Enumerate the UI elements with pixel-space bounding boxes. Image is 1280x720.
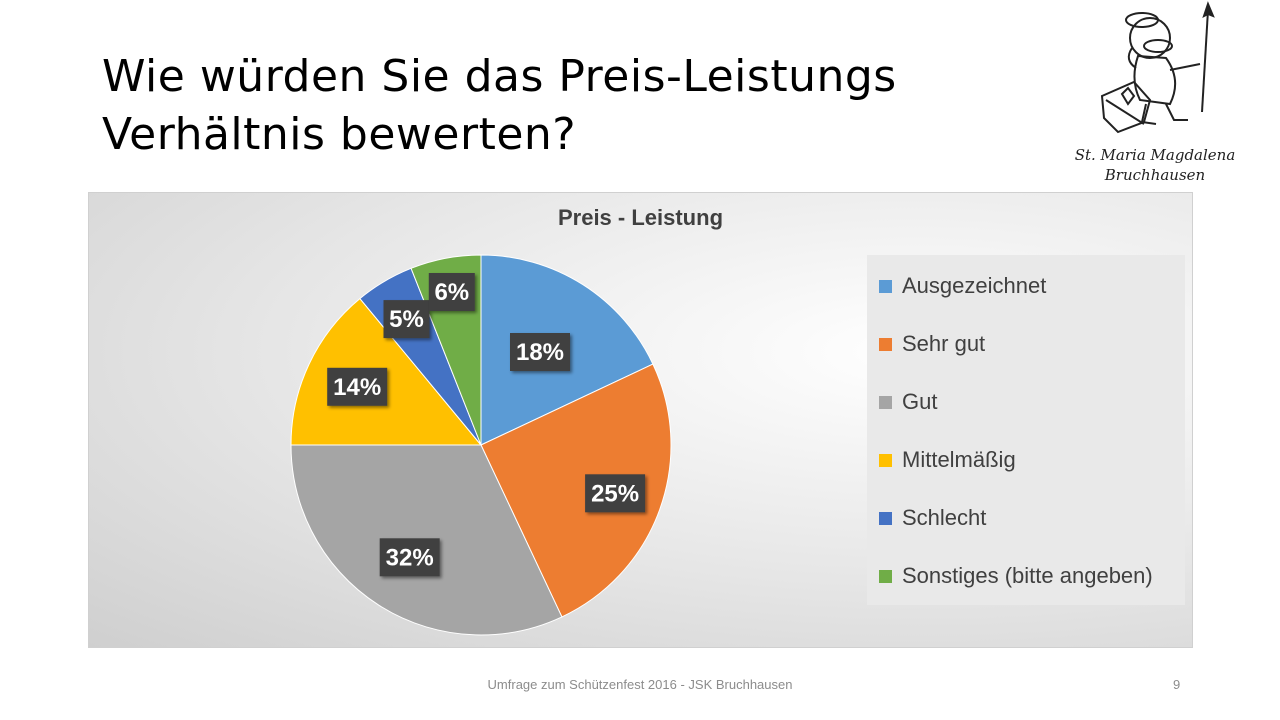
legend-label-1: Sehr gut <box>902 331 986 356</box>
chart-area: Preis - Leistung 18% 25% 32% 14% 5% 6% Ausgez… <box>88 192 1193 648</box>
legend-item-5: Sonstiges (bitte angeben) <box>879 561 1153 591</box>
data-label-text-3: 14% <box>333 374 381 401</box>
club-logo-drawing: St. Maria Magdalena Bruchhausen <box>1075 1 1236 184</box>
pie-chart: 18% 25% 32% 14% 5% 6% <box>290 254 672 636</box>
data-label-text-2: 32% <box>386 544 434 571</box>
data-label-text-1: 25% <box>591 480 639 507</box>
legend-label-5: Sonstiges (bitte angeben) <box>902 563 1153 588</box>
slide-title-line-2: Verhältnis bewerten? <box>102 109 577 160</box>
data-label-box-5 <box>428 273 475 311</box>
page-number: 9 <box>1173 677 1181 692</box>
data-label-5: 6% <box>428 273 475 311</box>
legend-item-1: Sehr gut <box>879 329 985 359</box>
data-label-1: 25% <box>585 474 646 513</box>
data-label-text-5: 6% <box>434 279 469 306</box>
legend-swatch-4 <box>879 511 892 525</box>
logo-text-line-2: Bruchhausen <box>1104 166 1205 184</box>
slide-title: Wie würden Sie das Preis-Leistungs Verhä… <box>102 48 1102 164</box>
data-label-0: 18% <box>510 333 570 371</box>
legend-label-3: Mittelmäßig <box>902 447 1016 472</box>
legend-label-2: Gut <box>902 389 938 414</box>
data-label-4: 5% <box>383 300 430 339</box>
legend-label-0: Ausgezeichnet <box>902 273 1047 298</box>
legend-item-4: Schlecht <box>879 503 986 533</box>
chart-legend: Ausgezeichnet Sehr gut Gut Mittelmäßig Schle… <box>867 255 1185 605</box>
legend-swatch-1 <box>879 337 892 351</box>
data-label-box-2 <box>379 538 440 577</box>
data-label-3: 14% <box>327 367 388 406</box>
legend-swatch-5 <box>879 569 892 583</box>
legend-item-3: Mittelmäßig <box>879 445 1016 475</box>
legend-label-4: Schlecht <box>902 505 987 530</box>
legend-swatch-2 <box>879 395 892 409</box>
data-label-box-0 <box>510 333 570 371</box>
pie-slice-1 <box>480 363 672 618</box>
legend-swatch-0 <box>879 279 892 293</box>
legend-item-2: Gut <box>879 387 937 417</box>
data-label-2: 32% <box>379 538 440 577</box>
slide-footer: Umfrage zum Schützenfest 2016 - JSK Bruc… <box>487 677 793 692</box>
data-label-box-4 <box>383 300 430 339</box>
data-label-box-1 <box>585 474 646 513</box>
data-label-text-0: 18% <box>516 339 564 366</box>
club-logo: St. Maria Magdalena Bruchhausen <box>1070 0 1240 190</box>
chart-title: Preis - Leistung <box>557 205 724 230</box>
data-label-text-4: 5% <box>389 306 424 333</box>
logo-text-line-1: St. Maria Magdalena <box>1075 146 1236 164</box>
legend-swatch-3 <box>879 453 892 467</box>
slide-title-line-1: Wie würden Sie das Preis-Leistungs <box>102 51 897 102</box>
legend-item-0: Ausgezeichnet <box>879 271 1046 301</box>
data-label-box-3 <box>327 367 388 406</box>
